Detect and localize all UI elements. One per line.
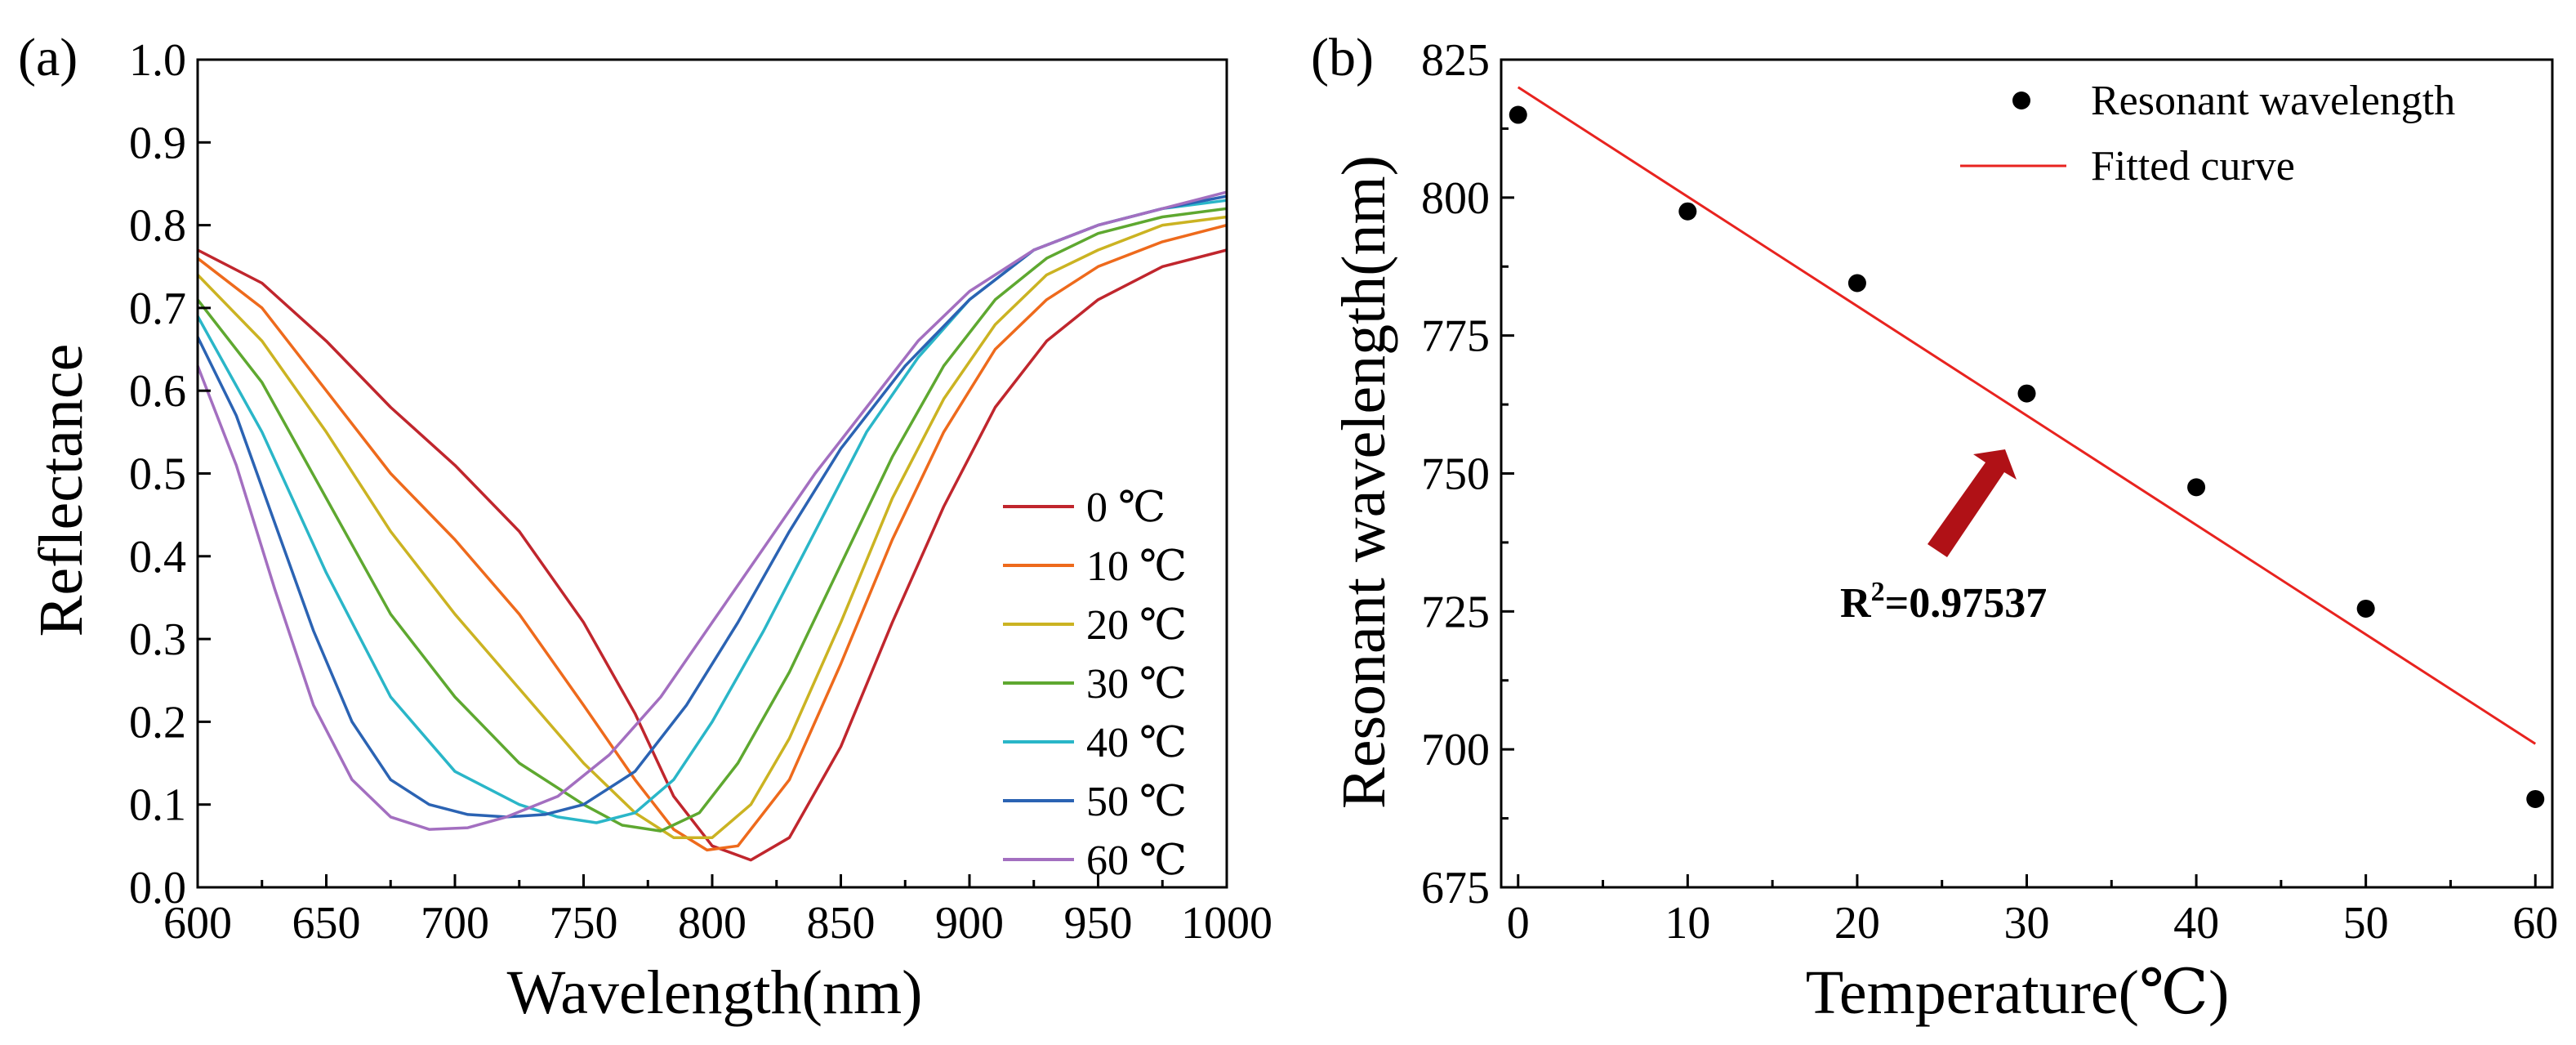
panel-b-xlabel: Temperature(℃) <box>1806 958 2230 1027</box>
series-line-6 <box>196 190 1228 831</box>
y-tick-label: 0.1 <box>129 780 186 831</box>
x-tick-label: 600 <box>163 898 232 949</box>
fitted-curve-line <box>1517 86 2537 745</box>
y-tick-label: 0.7 <box>129 284 186 334</box>
panel-a-label: (a) <box>18 28 78 87</box>
x-tick-label: 40 <box>2173 898 2219 949</box>
y-tick-label: 725 <box>1421 587 1490 637</box>
y-tick-label: 800 <box>1421 173 1490 224</box>
data-point <box>1509 105 1527 124</box>
data-point <box>1678 202 1697 221</box>
panel-b-tick-labels: 0 10 20 30 40 50 60 675 700 725 750 775 800 825 <box>1421 35 2558 949</box>
data-point <box>2187 478 2206 497</box>
y-tick-label: 0.3 <box>129 614 186 665</box>
series-line-3 <box>196 207 1228 833</box>
y-tick-label: 700 <box>1421 725 1490 775</box>
legend-resonant-wavelength-label: Resonant wavelength <box>2091 78 2455 124</box>
y-tick-label: 0.8 <box>129 201 186 252</box>
y-tick-label: 775 <box>1421 311 1490 362</box>
panel-a-tick-labels: 600 650 700 750 800 850 900 950 1000 0.0 0.1 0.2 0.3… <box>129 35 1272 949</box>
series-line-1 <box>196 223 1228 852</box>
y-tick-label: 750 <box>1421 449 1490 500</box>
panel-b: (b) 0 10 20 30 40 50 60 675 700 725 750 775 800 825 T… <box>1311 28 2558 1027</box>
legend-label: 0 ℃ <box>1086 485 1165 531</box>
panel-a-xlabel: Wavelength(nm) <box>507 958 923 1027</box>
x-tick-label: 30 <box>2004 898 2050 949</box>
series-line-5 <box>196 194 1228 819</box>
panel-a-axes <box>196 58 1228 889</box>
legend-label: 10 ℃ <box>1086 543 1187 590</box>
r-squared-label: R2=0.97537 <box>1840 577 2047 627</box>
data-point <box>2526 789 2545 808</box>
x-tick-label: 1000 <box>1181 898 1272 949</box>
x-tick-label: 60 <box>2512 898 2558 949</box>
x-tick-label: 650 <box>292 898 361 949</box>
x-tick-label: 800 <box>678 898 747 949</box>
x-tick-label: 750 <box>550 898 618 949</box>
y-tick-label: 825 <box>1421 35 1490 86</box>
x-tick-label: 850 <box>807 898 876 949</box>
legend-label: 50 ℃ <box>1086 779 1187 825</box>
annotation-arrow <box>1928 449 2017 557</box>
series-line-0 <box>197 248 1228 862</box>
y-tick-label: 0.4 <box>129 532 186 583</box>
panel-a-plot-area <box>196 190 1228 862</box>
x-tick-label: 10 <box>1665 898 1710 949</box>
panel-b-plot-area <box>1509 86 2545 808</box>
panel-a-ylabel: Reflectance <box>27 344 96 637</box>
y-tick-label: 0.6 <box>129 366 186 417</box>
y-tick-label: 1.0 <box>129 35 186 86</box>
x-tick-label: 700 <box>421 898 489 949</box>
panel-b-axes <box>1500 58 2554 889</box>
panel-a-legend: 0 ℃ 10 ℃ 20 ℃ 30 ℃ 40 ℃ 50 ℃ 60 ℃ <box>1003 485 1187 884</box>
data-point <box>2356 599 2375 618</box>
data-point <box>2017 384 2036 403</box>
data-point <box>1847 274 1866 293</box>
legend-label: 30 ℃ <box>1086 661 1187 708</box>
legend-label: 60 ℃ <box>1086 837 1187 884</box>
legend-resonant-wavelength-marker <box>2012 92 2030 109</box>
panel-b-ylabel: Resonant wavelength(nm) <box>1330 155 1398 809</box>
panel-b-frame <box>1500 58 2554 889</box>
x-tick-label: 50 <box>2343 898 2389 949</box>
x-tick-label: 950 <box>1064 898 1133 949</box>
x-tick-label: 20 <box>1834 898 1880 949</box>
legend-label: 20 ℃ <box>1086 602 1187 649</box>
x-tick-label: 900 <box>935 898 1004 949</box>
panel-a: (a) 600 650 700 750 800 850 900 950 1000 0.0 0.1 0.… <box>18 28 1272 1027</box>
series-line-4 <box>196 199 1228 824</box>
series-line-2 <box>196 215 1228 839</box>
y-tick-label: 675 <box>1421 863 1490 913</box>
panel-b-annotation: R2=0.97537 <box>1840 449 2047 627</box>
y-tick-label: 0.9 <box>129 118 186 168</box>
y-tick-label: 0.5 <box>129 449 186 500</box>
panel-b-legend: Resonant wavelength Fitted curve <box>1960 78 2455 190</box>
y-tick-label: 0.0 <box>129 863 186 913</box>
x-tick-label: 0 <box>1507 898 1530 949</box>
legend-fitted-curve-label: Fitted curve <box>2091 143 2295 190</box>
y-tick-label: 0.2 <box>129 697 186 748</box>
legend-label: 40 ℃ <box>1086 720 1187 766</box>
panel-b-label: (b) <box>1311 28 1374 87</box>
